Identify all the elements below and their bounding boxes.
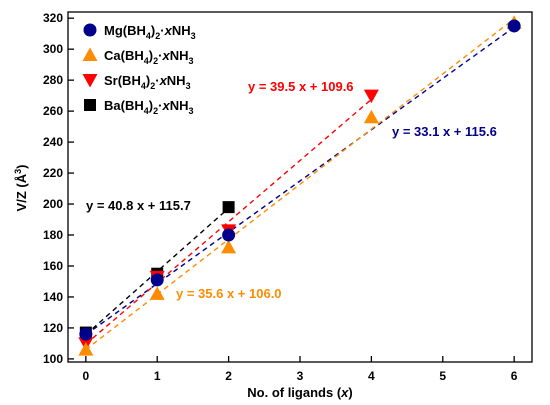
legend: Mg(BH4)2·xNH3 Ca(BH4)2·xNH3 Sr(BH4)2·xNH… <box>82 23 196 116</box>
y-tick-label: 260 <box>43 104 63 118</box>
legend-symbol-mg <box>83 23 97 37</box>
fit-lines <box>85 18 515 351</box>
x-axis-title: No. of ligands (x) <box>247 385 352 400</box>
y-tick-label: 120 <box>43 321 63 335</box>
point-ca <box>149 286 165 300</box>
y-tick-label: 200 <box>43 197 63 211</box>
legend-item-ca: Ca(BH4)2·xNH3 <box>82 47 193 66</box>
legend-item-ba: Ba(BH4)2·xNH3 <box>84 98 193 116</box>
legend-marker-sr <box>82 74 98 88</box>
point-ca <box>363 109 379 124</box>
x-tick-label: 1 <box>154 369 161 383</box>
fit-line-mg <box>85 26 515 336</box>
point-ca <box>221 239 237 254</box>
legend-marker-ba <box>84 99 96 111</box>
legend-label-ca: Ca(BH4)2·xNH3 <box>104 48 193 66</box>
legend-symbol-ca <box>82 47 98 61</box>
point-mg <box>507 19 521 33</box>
y-tick-label: 180 <box>43 228 63 242</box>
legend-label-mg: Mg(BH4)2·xNH3 <box>104 23 196 41</box>
point-ba <box>222 201 235 214</box>
x-tick-label: 2 <box>225 369 232 383</box>
fit-label-ba: y = 40.8 x + 115.7 <box>86 198 191 213</box>
legend-symbol-ba <box>84 99 96 111</box>
fit-line-ba <box>85 207 230 336</box>
y-tick-label: 140 <box>43 290 63 304</box>
point-sr <box>363 89 379 104</box>
fit-label-sr: y = 39.5 x + 109.6 <box>248 79 354 94</box>
y-tick-label: 160 <box>43 259 63 273</box>
legend-item-sr: Sr(BH4)2·xNH3 <box>82 73 191 91</box>
y-tick-label: 320 <box>43 11 63 25</box>
y-tick-label: 220 <box>43 166 63 180</box>
x-tick-label: 3 <box>297 369 304 383</box>
point-ca <box>78 342 94 356</box>
legend-symbol-sr <box>82 74 98 88</box>
fit-line-ca <box>85 18 515 351</box>
x-tick-label: 6 <box>511 369 518 383</box>
y-axis-title: V/Z (Å3) <box>13 165 29 212</box>
y-axis: 100 120 140 160 180 200 220 240 260 280 300 320 <box>43 11 74 366</box>
point-mg <box>79 327 93 341</box>
y-tick-label: 100 <box>43 352 63 366</box>
fit-label-ca: y = 35.6 x + 106.0 <box>176 286 282 301</box>
x-axis: 0 1 2 3 4 5 6 <box>83 356 518 383</box>
x-tick-label: 0 <box>83 369 90 383</box>
legend-item-mg: Mg(BH4)2·xNH3 <box>83 23 196 41</box>
y-tick-label: 240 <box>43 135 63 149</box>
x-tick-label: 4 <box>368 369 375 383</box>
fit-line-sr <box>85 98 372 345</box>
legend-marker-mg <box>83 23 97 37</box>
legend-label-sr: Sr(BH4)2·xNH3 <box>104 73 191 91</box>
point-mg <box>222 228 236 242</box>
point-mg <box>150 273 164 287</box>
legend-marker-ca <box>82 47 98 61</box>
y-tick-label: 300 <box>43 42 63 56</box>
y-tick-label: 280 <box>43 73 63 87</box>
legend-label-ba: Ba(BH4)2·xNH3 <box>104 98 193 116</box>
x-tick-label: 5 <box>439 369 446 383</box>
data-points <box>78 15 522 356</box>
fit-label-mg: y = 33.1 x + 115.6 <box>392 124 497 139</box>
